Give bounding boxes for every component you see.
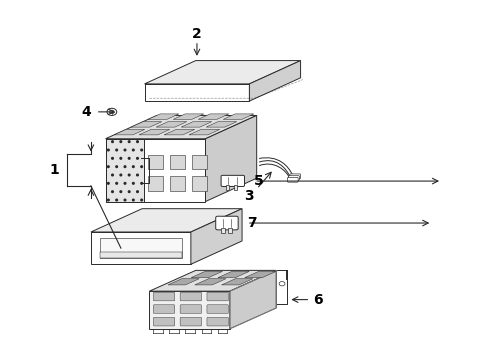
Polygon shape [91,232,190,264]
Text: 6: 6 [312,293,322,307]
Circle shape [107,108,117,116]
Polygon shape [148,114,179,119]
Bar [192,155,206,169]
Circle shape [109,110,114,114]
Bar [228,228,232,233]
FancyBboxPatch shape [180,292,201,301]
Polygon shape [205,122,236,127]
Polygon shape [100,252,182,258]
Polygon shape [105,139,205,202]
Polygon shape [218,271,249,278]
Polygon shape [249,60,300,101]
Polygon shape [144,60,300,84]
FancyBboxPatch shape [206,305,228,314]
Polygon shape [167,279,199,285]
FancyBboxPatch shape [287,177,298,182]
FancyBboxPatch shape [206,292,228,301]
Polygon shape [163,130,194,135]
Text: 4: 4 [81,105,91,119]
Polygon shape [105,139,143,202]
Polygon shape [221,279,252,285]
FancyBboxPatch shape [153,305,174,314]
Polygon shape [194,279,225,285]
FancyBboxPatch shape [206,318,228,326]
Bar [225,185,229,190]
Text: 7: 7 [246,216,256,230]
Polygon shape [223,114,253,119]
Polygon shape [139,130,169,135]
Text: 5: 5 [254,174,264,188]
Polygon shape [198,114,228,119]
FancyBboxPatch shape [153,318,174,326]
Polygon shape [149,270,276,291]
Bar [170,155,184,169]
Polygon shape [173,114,203,119]
Polygon shape [229,270,276,329]
Polygon shape [181,122,211,127]
FancyBboxPatch shape [153,292,174,301]
Polygon shape [189,130,219,135]
Circle shape [279,282,285,286]
Polygon shape [100,238,182,258]
FancyBboxPatch shape [288,176,299,180]
Bar [148,176,163,191]
Polygon shape [105,116,256,139]
Bar [233,185,237,190]
Polygon shape [244,271,276,278]
Text: 2: 2 [192,27,202,41]
Bar [148,155,163,169]
Polygon shape [191,271,222,278]
FancyBboxPatch shape [289,174,300,179]
Bar [192,176,206,191]
Polygon shape [205,116,256,202]
Polygon shape [149,291,229,329]
Text: 3: 3 [244,189,254,203]
Polygon shape [156,122,186,127]
Polygon shape [114,130,144,135]
Polygon shape [91,209,242,232]
FancyBboxPatch shape [180,305,201,314]
Text: 1: 1 [49,163,59,177]
Bar [170,176,184,191]
Polygon shape [144,84,249,101]
FancyBboxPatch shape [221,175,244,186]
Polygon shape [190,209,242,264]
FancyBboxPatch shape [180,318,201,326]
Polygon shape [131,122,162,127]
Bar [220,228,224,233]
FancyBboxPatch shape [215,216,238,230]
